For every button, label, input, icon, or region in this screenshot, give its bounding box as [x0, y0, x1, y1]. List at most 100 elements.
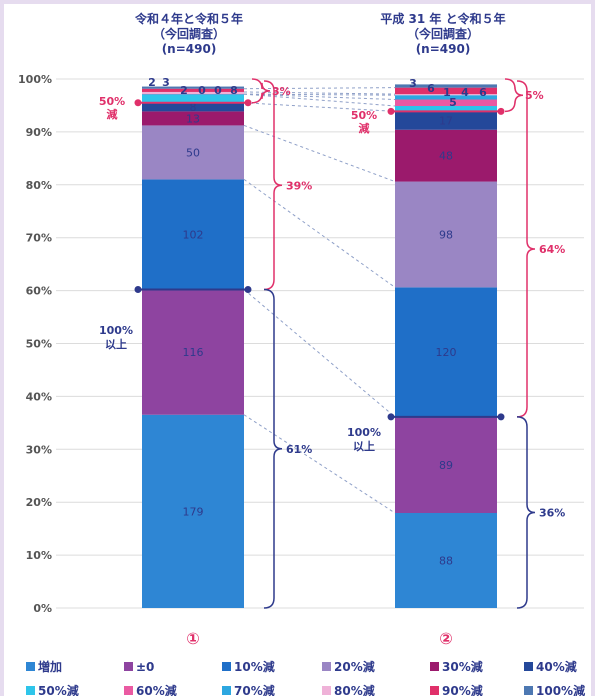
segment-value-label: 1 — [443, 86, 451, 99]
bar-segment — [142, 86, 244, 89]
legend-label: 40%減 — [536, 659, 577, 674]
bar-header-line: （今回調査） — [407, 26, 479, 41]
bar-header-line: （今回調査） — [153, 26, 225, 41]
legend-label: 60%減 — [136, 683, 177, 696]
bracket-label: 64% — [539, 243, 565, 256]
y-tick-label: 60% — [26, 285, 52, 298]
bar-header-line: (n=490) — [162, 42, 217, 56]
legend-label: 70%減 — [234, 683, 275, 696]
bar-segment — [142, 94, 244, 95]
boundary-dot — [134, 99, 142, 107]
side-label: 減 — [359, 121, 370, 135]
bar-header-line: 令和４年と令和５年 — [134, 11, 243, 26]
boundary-dot — [387, 413, 395, 421]
bracket — [504, 78, 524, 113]
bracket — [251, 78, 271, 104]
legend-swatch — [430, 662, 439, 671]
bar-segment — [395, 95, 497, 100]
segment-value-label: 13 — [186, 112, 200, 125]
bar-segment — [395, 129, 497, 182]
y-tick-label: 90% — [26, 126, 52, 139]
bar-segment — [395, 105, 497, 112]
segment-value-label: 0 — [214, 84, 222, 97]
legend-label: 30%減 — [442, 659, 483, 674]
side-label: 50% — [351, 109, 377, 122]
segment-value-label: 102 — [183, 228, 204, 241]
bracket — [516, 80, 536, 418]
stacked-bar-chart: 0% 10% 20% 30% 40% 50% 60% 70% 80% 90% 100% 令和４年と令和… — [18, 11, 585, 696]
connector-line — [243, 124, 396, 183]
bracket-label: 39% — [286, 179, 312, 192]
y-tick-label: 30% — [26, 443, 52, 456]
connector-line — [243, 93, 396, 101]
legend-swatch — [124, 662, 133, 671]
bar-segment — [395, 84, 497, 88]
y-tick-label: 70% — [26, 232, 52, 245]
segment-value-label: 50 — [186, 146, 200, 159]
segment-value-label: 116 — [183, 346, 204, 359]
bar-segment — [142, 414, 244, 608]
connector-line — [243, 102, 396, 112]
segment-value-label: 2 — [180, 84, 188, 97]
segment-value-label: 3 — [409, 77, 417, 90]
connector-line — [243, 93, 396, 107]
side-label: 50% — [99, 95, 125, 108]
legend-swatch — [322, 662, 331, 671]
segment-value-label: 17 — [439, 115, 453, 128]
segment-value-label: 179 — [183, 505, 204, 518]
bar-header-line: (n=490) — [416, 42, 471, 56]
bar-segment — [142, 102, 244, 112]
segment-value-label: 6 — [479, 86, 487, 99]
boundary-dot — [497, 107, 505, 115]
chart-panel: 0% 10% 20% 30% 40% 50% 60% 70% 80% 90% 100% 令和４年と令和… — [4, 4, 591, 696]
connector-line — [243, 87, 396, 90]
bracket — [263, 288, 283, 609]
bar-segment — [142, 125, 244, 180]
boundary-dot — [244, 99, 252, 107]
legend-label: 80%減 — [334, 683, 375, 696]
segment-value-label: 2 — [148, 76, 156, 89]
y-tick-label: 40% — [26, 390, 52, 403]
connector-line — [243, 414, 396, 514]
legend-label: ±0 — [136, 660, 154, 674]
segment-value-label: 48 — [439, 150, 453, 163]
legend-swatch — [26, 662, 35, 671]
bar-segment — [395, 87, 497, 95]
segment-value-label: 98 — [439, 228, 453, 241]
connector-line — [243, 289, 396, 418]
bar-segment — [395, 99, 497, 106]
segment-value-label: 6 — [427, 82, 435, 95]
segment-value-label: 5 — [449, 96, 457, 109]
segment-value-label: 120 — [436, 346, 457, 359]
legend-label: 50%減 — [38, 683, 79, 696]
boundary-dot — [134, 286, 142, 294]
y-tick-label: 0% — [33, 602, 52, 615]
side-label: 減 — [107, 107, 118, 121]
bar-segment — [395, 181, 497, 288]
side-label: 以上 — [105, 337, 127, 351]
connector-line — [243, 91, 396, 95]
legend-swatch — [26, 686, 35, 695]
legend-label: 増加 — [38, 659, 62, 674]
bar-segment — [395, 111, 497, 130]
bar-segment — [395, 287, 497, 417]
connector-line — [243, 178, 396, 288]
legend-label: 20%減 — [334, 659, 375, 674]
bracket-label: 36% — [539, 506, 565, 519]
bar-segment — [395, 94, 497, 96]
bar-segment — [395, 416, 497, 513]
legend-swatch — [524, 686, 533, 695]
bar-marker: ② — [439, 629, 453, 648]
bar-segment — [142, 111, 244, 126]
y-tick-label: 50% — [26, 338, 52, 351]
boundary-dot — [497, 413, 505, 421]
legend-swatch — [430, 686, 439, 695]
bar-segment — [142, 88, 244, 92]
bar-header-line: 平成 31 年 と令和５年 — [380, 11, 505, 26]
bracket — [263, 80, 283, 291]
bracket-label: 5% — [525, 89, 544, 102]
bar-marker: ① — [186, 629, 200, 648]
y-tick-label: 10% — [26, 549, 52, 562]
y-tick-label: 100% — [18, 73, 52, 86]
